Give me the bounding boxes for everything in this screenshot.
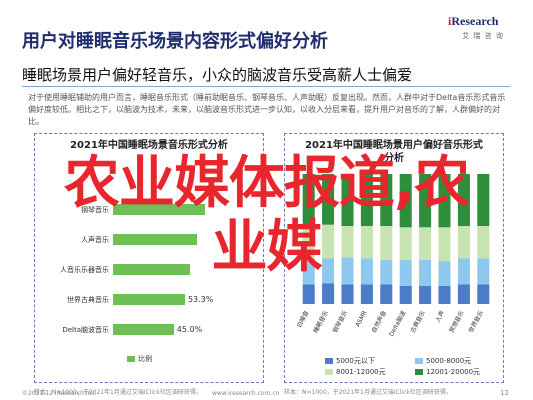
stacked-segment — [380, 284, 393, 304]
legend-swatch — [415, 369, 423, 375]
stacked-segment — [322, 224, 335, 259]
bar — [113, 264, 190, 275]
legend-label: 8001-12000元 — [336, 368, 386, 376]
stacked-segment — [302, 226, 315, 259]
stacked-segment — [399, 259, 412, 286]
stacked-segment — [322, 258, 335, 284]
logo-brand-i: i — [448, 14, 452, 28]
legend-label: 5000元以下 — [336, 357, 375, 365]
bar-category-label: 人声音乐 — [81, 236, 109, 244]
bar-category-label: 钢琴音乐 — [81, 206, 109, 214]
page-subtitle: 睡眠场景用户偏好轻音乐，小众的脑波音乐受高薪人士偏爱 — [22, 66, 413, 84]
left-chart-title: 2021年中国睡眠场景音乐形式分析 — [70, 140, 228, 151]
right-chart-panel: 2021年中国睡眠场景用户偏好音乐形式 分析 白噪音 睡眠音乐 钢琴音乐 ASMR 自然… — [284, 133, 504, 383]
bar — [113, 234, 197, 245]
page-title: 用户对睡眠音乐场景内容形式偏好分析 — [22, 31, 328, 52]
stacked-segment — [477, 258, 490, 285]
legend-swatch — [325, 358, 333, 364]
category-tick-label: 钢琴音乐 — [331, 309, 349, 334]
stacked-segment — [457, 284, 470, 304]
bar-value-label: 53.3% — [187, 295, 214, 304]
category-tick-label: 世界音乐 — [467, 309, 485, 334]
stacked-segment — [419, 227, 432, 260]
stacked-segment — [360, 284, 373, 304]
stacked-segment — [322, 283, 335, 304]
category-tick-label: ASMR — [354, 310, 368, 329]
legend-item: 5000元以下 — [325, 356, 375, 366]
stacked-segment — [341, 257, 354, 285]
stacked-segment — [477, 284, 490, 304]
watermark-line2: 业媒 — [211, 215, 323, 280]
left-legend: 比例 — [127, 354, 152, 364]
stacked-segment — [399, 174, 412, 228]
legend-swatch — [325, 369, 333, 375]
category-tick-label: 古典音乐 — [409, 309, 427, 334]
legend-label: 12001-20000元 — [426, 368, 481, 376]
logo-brand-text: Research — [451, 14, 499, 28]
stacked-segment — [457, 226, 470, 259]
stacked-segment — [360, 258, 373, 285]
stacked-segment — [302, 174, 315, 226]
right-chart-title: 2021年中国睡眠场景用户偏好音乐形式 — [305, 140, 483, 151]
legend-label: 比例 — [138, 355, 152, 363]
iresearch-logo: iResearch 艾 瑞 咨 询 — [448, 14, 518, 54]
legend-swatch — [415, 358, 423, 364]
category-tick-label: 白噪音 — [295, 309, 311, 329]
bar-value-label: 45.0% — [176, 325, 203, 334]
stacked-segment — [302, 258, 315, 285]
bar-category-label: 人音乐乐器音乐 — [60, 266, 109, 274]
stacked-segment — [380, 259, 393, 285]
header-divider — [22, 86, 510, 87]
bar — [113, 204, 205, 215]
bar-category-label: 世界古典音乐 — [67, 296, 109, 304]
right-source-note: 样本：N=1000，于2021年1月通过艾瑞iClick社区调研获得。 — [284, 389, 452, 396]
stacked-segment — [438, 285, 451, 304]
logo-subtitle: 艾 瑞 咨 询 — [462, 32, 504, 40]
legend-swatch — [127, 356, 135, 362]
stacked-segment — [302, 284, 315, 304]
stacked-segment — [419, 174, 432, 228]
legend-item: 5000-8000元 — [415, 356, 471, 366]
watermark-overlay: 农业媒体报道,农 业媒 — [0, 152, 533, 280]
stacked-segment — [341, 174, 354, 226]
stacked-segment — [380, 174, 393, 226]
stacked-segment — [360, 226, 373, 259]
stacked-segment — [399, 227, 412, 260]
footer-copyright: ©2021.12 iResearch Inc. — [22, 390, 97, 397]
bar — [113, 324, 174, 335]
stacked-segment — [419, 285, 432, 304]
stacked-segment — [477, 174, 490, 226]
stacked-segment — [341, 284, 354, 304]
stacked-segment — [360, 174, 373, 226]
stacked-segment — [438, 261, 451, 286]
category-tick-label: Delta脑波 — [387, 309, 407, 337]
category-tick-label: 人声 — [434, 309, 447, 323]
description-text: 对于使用睡眠辅助的用户而言，睡眠音乐形式（睡前助眠音乐、钢琴音乐、人声助眠）反复… — [28, 93, 506, 126]
page-number: 12 — [500, 389, 509, 397]
stacked-segment — [457, 258, 470, 285]
stacked-segment — [380, 226, 393, 260]
stacked-chart-svg: 白噪音 睡眠音乐 钢琴音乐 ASMR 自然声音 Delta脑波 古典音乐 人声 冥想音乐 世界音乐 — [295, 174, 490, 338]
stacked-segment — [438, 174, 451, 228]
left-chart-panel: 2021年中国睡眠场景音乐形式分析 钢琴音乐人声音乐人音乐乐器音乐世界古典音乐 5… — [34, 133, 264, 383]
stacked-segment — [419, 259, 432, 286]
stacked-segment — [457, 174, 470, 226]
bar-category-label: Delta脑波音乐 — [62, 326, 109, 334]
stacked-segment — [477, 226, 490, 259]
stacked-segment — [438, 227, 451, 262]
legend-label: 5000-8000元 — [426, 357, 472, 365]
category-tick-label: 睡眠音乐 — [312, 309, 330, 334]
watermark-line1: 农业媒体报道,农 — [63, 151, 470, 216]
legend-item: 12001-20000元 — [415, 367, 480, 377]
footer-website: www.iresearch.com.cn — [212, 390, 280, 397]
stacked-segment — [341, 226, 354, 258]
left-source-note: 样本：N=1000，于2021年1月通过艾瑞iClick社区调研获得。 — [34, 389, 202, 396]
stacked-segment — [322, 174, 335, 225]
right-chart-title-line2: 分析 — [384, 153, 404, 164]
category-tick-label: 自然声音 — [370, 309, 388, 334]
bar — [113, 294, 185, 305]
category-tick-label: 冥想音乐 — [447, 309, 465, 334]
legend-item: 8001-12000元 — [325, 367, 386, 377]
stacked-segment — [399, 285, 412, 304]
